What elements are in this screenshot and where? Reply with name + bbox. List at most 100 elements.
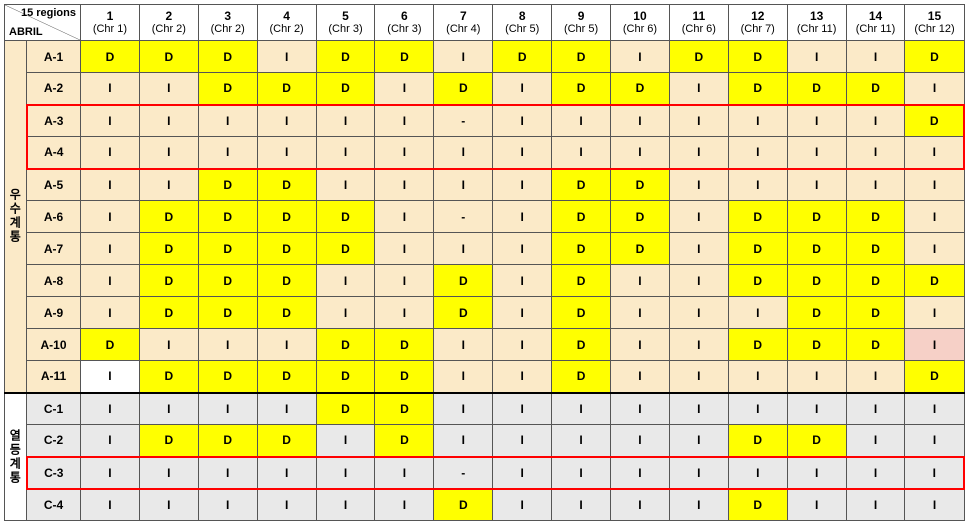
cell: I [434, 41, 493, 73]
cell: I [728, 105, 787, 137]
cell: I [905, 393, 964, 425]
cell: I [905, 201, 964, 233]
cell: D [728, 265, 787, 297]
cell: D [257, 265, 316, 297]
table-row: A-4IIIIIIIIIIIIIII [5, 137, 965, 169]
col-chr: (Chr 2) [258, 23, 316, 36]
cell: I [81, 201, 140, 233]
cell: D [552, 233, 611, 265]
col-num: 11 [670, 9, 728, 23]
col-chr: (Chr 3) [317, 23, 375, 36]
row-label: A-11 [27, 361, 81, 393]
cell: D [198, 297, 257, 329]
cell: D [139, 201, 198, 233]
table-row: A-6IDDDDI-IDDIDDDI [5, 201, 965, 233]
cell: D [316, 393, 375, 425]
cell: D [611, 169, 670, 201]
cell: D [669, 41, 728, 73]
col-header-15: 15(Chr 12) [905, 5, 964, 41]
col-num: 7 [434, 9, 492, 23]
row-label: C-4 [27, 489, 81, 521]
col-chr: (Chr 3) [375, 23, 433, 36]
cell: D [434, 297, 493, 329]
table-row: A-10DIIIDDIIDIIDDDI [5, 329, 965, 361]
cell: I [434, 169, 493, 201]
cell: I [552, 137, 611, 169]
table-row: A-3IIIIII-IIIIIIID [5, 105, 965, 137]
cell: I [375, 489, 434, 521]
cell: I [257, 41, 316, 73]
cell: I [434, 393, 493, 425]
cell: - [434, 457, 493, 489]
col-chr: (Chr 7) [729, 23, 787, 36]
cell: I [846, 457, 905, 489]
cell: D [787, 297, 846, 329]
col-chr: (Chr 11) [847, 23, 905, 36]
cell: I [434, 233, 493, 265]
cell: I [434, 425, 493, 457]
cell: D [846, 201, 905, 233]
cell: I [905, 297, 964, 329]
col-chr: (Chr 12) [905, 23, 963, 36]
cell: I [81, 489, 140, 521]
col-chr: (Chr 5) [552, 23, 610, 36]
cell: I [198, 393, 257, 425]
cell: I [493, 393, 552, 425]
table-row: A-2IIDDDIDIDDIDDDI [5, 73, 965, 105]
col-header-6: 6(Chr 3) [375, 5, 434, 41]
cell: I [493, 105, 552, 137]
col-chr: (Chr 6) [670, 23, 728, 36]
cell: I [257, 329, 316, 361]
cell: D [905, 105, 964, 137]
cell: I [552, 489, 611, 521]
cell: D [728, 73, 787, 105]
col-num: 3 [199, 9, 257, 23]
cell: I [611, 265, 670, 297]
cell: I [375, 137, 434, 169]
cell: D [552, 41, 611, 73]
cell: D [493, 41, 552, 73]
table-row: 열등계통C-1IIIIDDIIIIIIIII [5, 393, 965, 425]
cell: D [905, 265, 964, 297]
col-num: 6 [375, 9, 433, 23]
section-label: 우수계통 [5, 41, 27, 393]
cell: D [375, 329, 434, 361]
cell: D [787, 265, 846, 297]
cell: I [139, 489, 198, 521]
cell: D [434, 73, 493, 105]
cell: D [139, 265, 198, 297]
table-row: A-7IDDDDIIIDDIDDDI [5, 233, 965, 265]
cell: D [787, 425, 846, 457]
cell: I [257, 105, 316, 137]
col-chr: (Chr 4) [434, 23, 492, 36]
table-row: A-11IDDDDDIIDIIIIID [5, 361, 965, 393]
cell: D [434, 489, 493, 521]
cell: I [787, 457, 846, 489]
cell: D [787, 201, 846, 233]
cell: I [316, 105, 375, 137]
cell: I [81, 73, 140, 105]
table-row: C-4IIIIIIDIIIIDIII [5, 489, 965, 521]
diag-top-right: 15 regions [21, 7, 76, 19]
row-label: C-1 [27, 393, 81, 425]
cell: I [316, 169, 375, 201]
cell: D [846, 329, 905, 361]
col-header-4: 4(Chr 2) [257, 5, 316, 41]
cell: D [846, 233, 905, 265]
col-header-1: 1(Chr 1) [81, 5, 140, 41]
cell: D [787, 73, 846, 105]
cell: I [257, 489, 316, 521]
cell: I [611, 489, 670, 521]
cell: I [316, 137, 375, 169]
row-label: A-1 [27, 41, 81, 73]
cell: D [905, 361, 964, 393]
cell: D [787, 233, 846, 265]
col-chr: (Chr 5) [493, 23, 551, 36]
cell: I [198, 105, 257, 137]
cell: I [316, 489, 375, 521]
cell: I [611, 425, 670, 457]
cell: I [669, 169, 728, 201]
cell: D [257, 425, 316, 457]
cell: I [257, 457, 316, 489]
row-label: A-5 [27, 169, 81, 201]
